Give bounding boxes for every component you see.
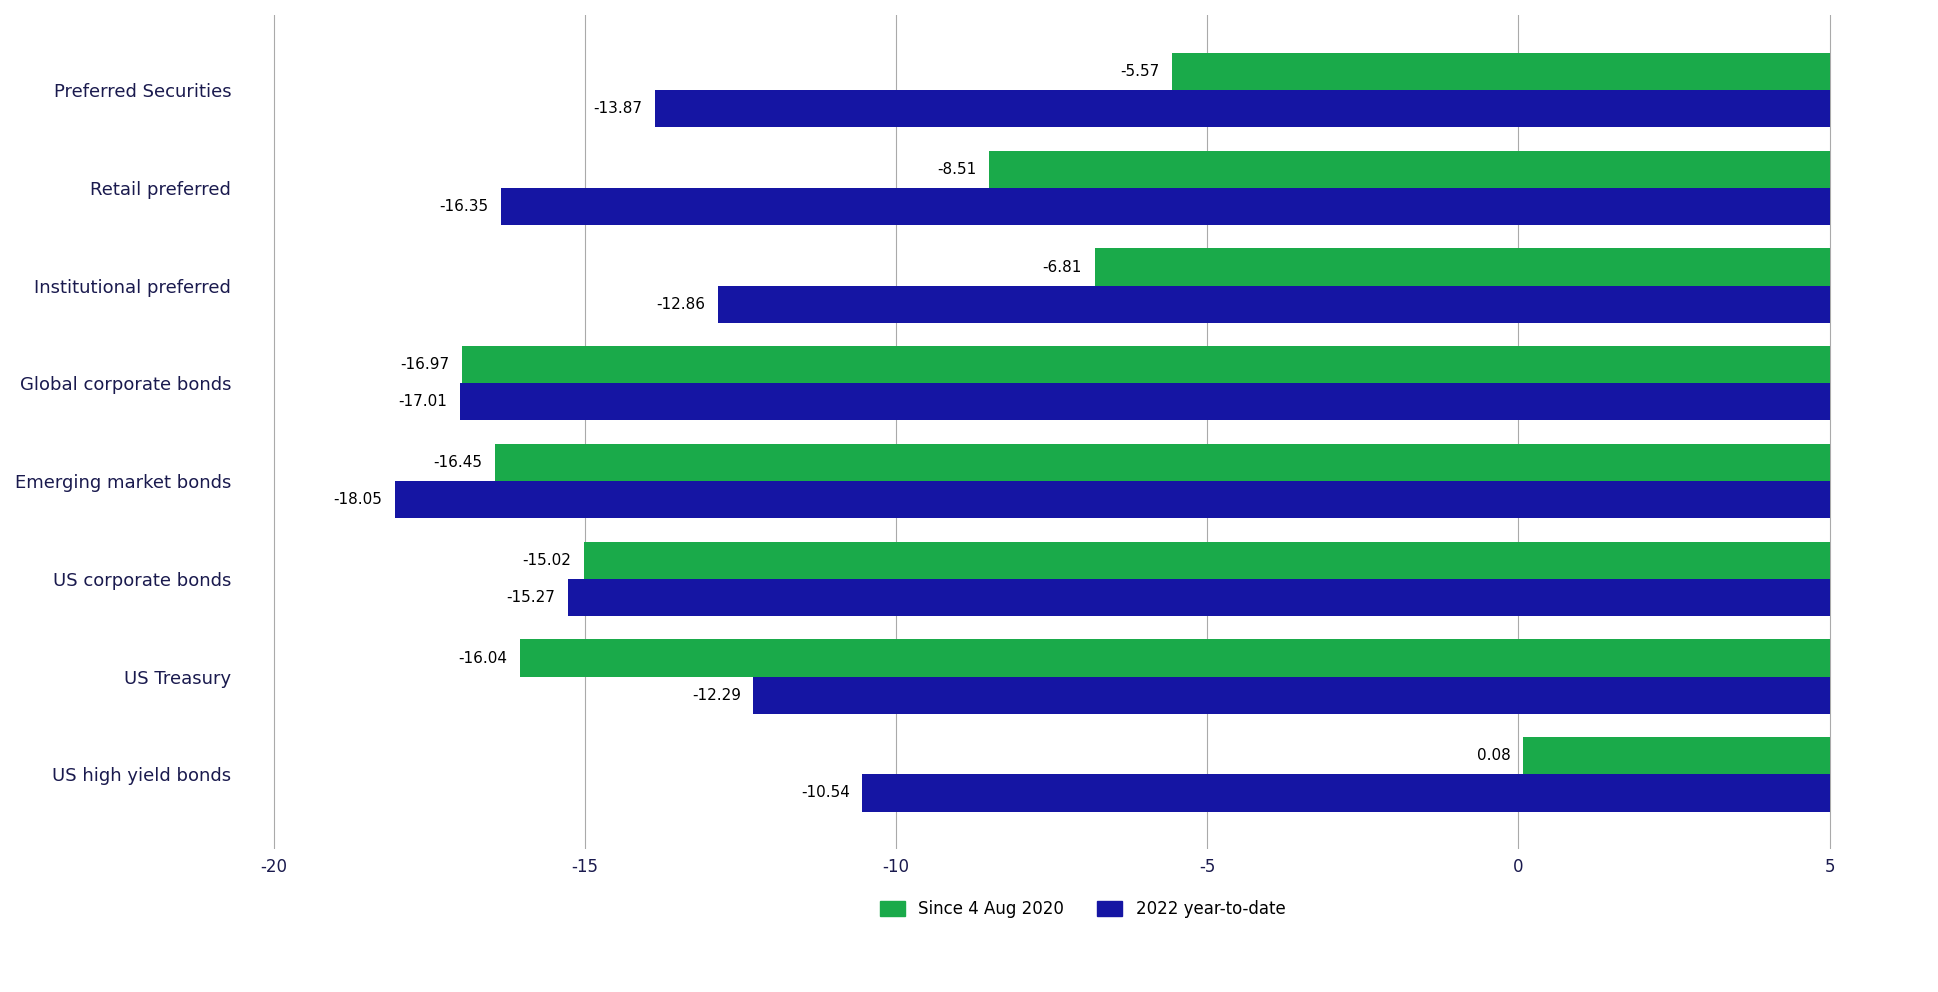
Bar [655, 90, 1829, 127]
Bar [1172, 53, 1829, 90]
Bar [568, 579, 1829, 616]
Text: -15.27: -15.27 [506, 590, 556, 605]
Text: -6.81: -6.81 [1043, 260, 1081, 275]
Text: -8.51: -8.51 [938, 162, 977, 177]
Text: -10.54: -10.54 [800, 786, 851, 801]
Bar [1095, 248, 1829, 286]
Text: -16.04: -16.04 [459, 651, 508, 666]
Bar [519, 640, 1829, 677]
Bar [988, 151, 1829, 187]
Text: -16.35: -16.35 [440, 199, 488, 214]
Bar [494, 444, 1829, 481]
Text: -18.05: -18.05 [333, 492, 382, 507]
Text: -12.29: -12.29 [692, 687, 740, 702]
Bar [862, 775, 1829, 811]
Bar [754, 677, 1829, 714]
Text: -16.97: -16.97 [401, 357, 450, 372]
Text: -15.02: -15.02 [521, 553, 572, 567]
Legend: Since 4 Aug 2020, 2022 year-to-date: Since 4 Aug 2020, 2022 year-to-date [874, 893, 1293, 925]
Bar [395, 481, 1829, 518]
Bar [461, 346, 1829, 383]
Bar [717, 286, 1829, 322]
Text: 0.08: 0.08 [1477, 748, 1512, 763]
Text: -16.45: -16.45 [432, 455, 483, 470]
Bar [500, 187, 1829, 225]
Text: -13.87: -13.87 [593, 101, 643, 116]
Text: -5.57: -5.57 [1120, 64, 1159, 79]
Bar [459, 383, 1829, 421]
Text: -17.01: -17.01 [399, 395, 448, 410]
Bar [1523, 737, 1829, 775]
Text: -12.86: -12.86 [657, 297, 705, 311]
Bar [583, 542, 1829, 579]
